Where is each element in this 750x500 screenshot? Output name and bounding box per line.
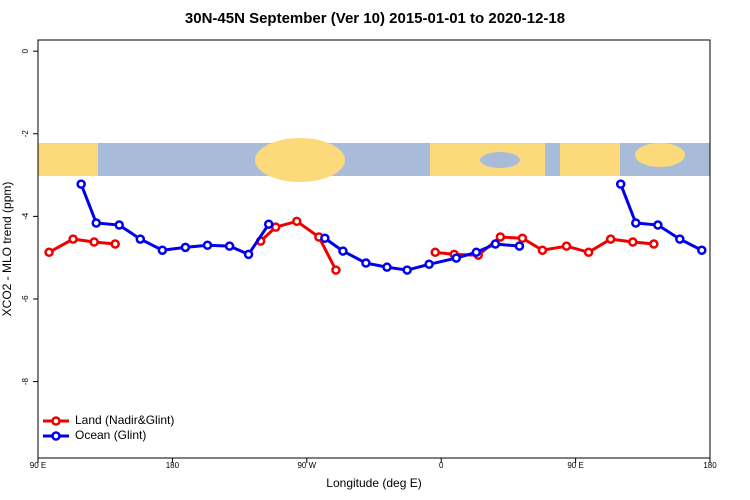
point	[135, 234, 146, 244]
point	[361, 258, 371, 268]
point	[697, 245, 707, 255]
legend-swatch	[51, 431, 61, 441]
point	[157, 245, 168, 255]
x-tick-label: 90 W	[297, 461, 316, 470]
point	[292, 216, 302, 227]
point	[675, 234, 685, 244]
y-axis-label: XCO2 - MLO trend (ppm)	[0, 182, 14, 317]
point	[68, 234, 78, 244]
point	[114, 220, 124, 230]
point	[224, 241, 235, 251]
point	[649, 239, 659, 249]
point	[44, 247, 54, 258]
point	[110, 239, 120, 249]
point	[490, 239, 501, 249]
point	[331, 265, 341, 275]
point	[495, 232, 506, 242]
y-tick-label: -2	[21, 130, 30, 138]
x-tick-label: 90 E	[567, 461, 583, 470]
point	[338, 246, 348, 256]
point	[320, 233, 330, 244]
chart-title: 30N-45N September (Ver 10) 2015-01-01 to…	[185, 10, 565, 27]
map-band	[38, 138, 710, 182]
y-tick-label: 0	[21, 48, 30, 53]
y-tick-label: -6	[21, 295, 30, 303]
point	[653, 220, 663, 230]
point	[537, 245, 548, 255]
point	[514, 241, 525, 251]
point	[89, 237, 99, 247]
point	[605, 234, 616, 244]
point	[615, 179, 626, 189]
point	[471, 247, 482, 258]
x-tick-label: 180	[703, 461, 717, 470]
point	[631, 218, 641, 228]
point	[243, 249, 254, 260]
point	[91, 218, 101, 228]
y-tick-label: -4	[21, 212, 30, 220]
point	[561, 241, 572, 251]
x-tick-label: 90 E	[30, 461, 46, 470]
x-tick-label: 180	[166, 461, 180, 470]
point	[628, 237, 638, 247]
point	[517, 233, 528, 244]
point	[202, 240, 213, 251]
point	[382, 262, 392, 272]
point	[263, 219, 274, 229]
y-tick-label: -8	[21, 377, 30, 385]
x-axis-label: Longitude (deg E)	[326, 476, 421, 490]
point	[451, 253, 462, 263]
point	[76, 179, 86, 189]
x-tick-label: 0	[439, 461, 444, 470]
series-line	[79, 183, 703, 272]
point	[583, 247, 594, 258]
point	[180, 242, 191, 253]
point	[430, 247, 440, 258]
plot-frame	[37, 39, 711, 459]
point	[402, 265, 412, 275]
legend-swatch	[51, 416, 61, 426]
point	[424, 259, 434, 270]
legend-label: Land (Nadir&Glint)	[75, 413, 174, 427]
legend-label: Ocean (Glint)	[75, 428, 146, 442]
